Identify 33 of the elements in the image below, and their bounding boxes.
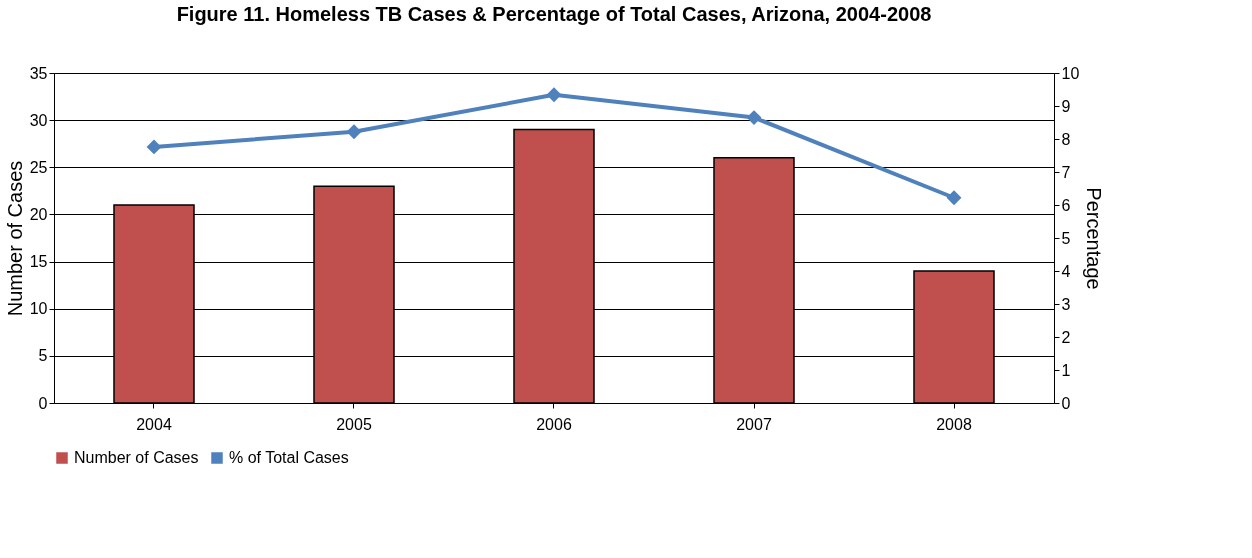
y2-tick-label: 5 [1061, 229, 1071, 247]
x-tick-label: 2004 [136, 415, 172, 433]
x-tick-label: 2008 [936, 415, 972, 433]
chart-title: Figure 11. Homeless TB Cases & Percentage of Total Cases, Arizona, 2004-2008 [176, 3, 932, 25]
y-tick-label: 15 [29, 253, 48, 271]
y2-tick-label: 10 [1061, 64, 1080, 82]
y-tick-label: 10 [29, 300, 48, 318]
x-tick-label: 2006 [536, 415, 572, 433]
y2-tick-label: 3 [1061, 295, 1071, 313]
y2-tick-label: 0 [1061, 394, 1071, 412]
y-tick-label: 25 [29, 158, 48, 176]
y2-tick-label: 2 [1061, 328, 1071, 346]
x-tick-label: 2007 [736, 415, 772, 433]
y2-tick-label: 1 [1061, 361, 1071, 379]
point [546, 87, 562, 103]
y-tick-label: 35 [29, 64, 48, 82]
y2-tick-label: 4 [1061, 262, 1071, 280]
legend-label: Number of Cases [74, 449, 199, 466]
x-tick-label: 2005 [336, 415, 372, 433]
legend-label: % of Total Cases [229, 449, 349, 466]
point [946, 190, 962, 206]
y-tick-label: 5 [38, 347, 48, 365]
point [346, 124, 362, 140]
y-tick-label: 30 [29, 111, 48, 129]
y-tick-label: 20 [29, 205, 48, 223]
y-axis-title: Number of Cases [3, 160, 26, 317]
y2-tick-label: 6 [1061, 196, 1071, 214]
y2-tick-label: 9 [1061, 97, 1071, 115]
y2-tick-label: 7 [1061, 163, 1071, 181]
y2-tick-label: 8 [1061, 130, 1071, 148]
y-tick-label: 0 [38, 394, 48, 412]
point [146, 139, 162, 155]
y2-axis-title: Percentage [1083, 187, 1106, 290]
